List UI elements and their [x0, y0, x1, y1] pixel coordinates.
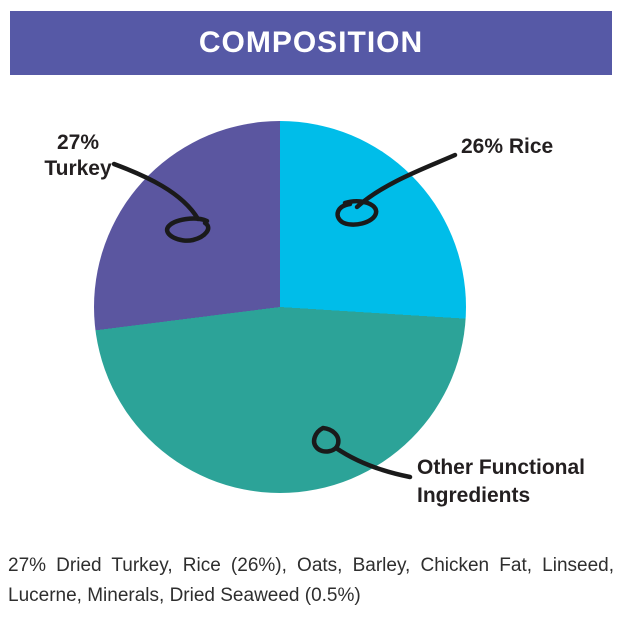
- ingredients-text: 27% Dried Turkey, Rice (26%), Oats, Barl…: [8, 551, 614, 611]
- other-callout-label: Other Functional Ingredients: [417, 454, 585, 510]
- turkey-name: Turkey: [44, 157, 112, 180]
- pie-chart: [94, 121, 466, 493]
- ingredients-line2: Lucerne, Minerals, Dried Seaweed (0.5%): [8, 585, 361, 606]
- ingredients-line1: 27% Dried Turkey, Rice (26%), Oats, Barl…: [8, 555, 614, 576]
- other-line2: Ingredients: [417, 484, 531, 507]
- turkey-callout-label: 27% Turkey: [32, 130, 124, 182]
- other-line1: Other Functional: [417, 456, 585, 479]
- banner-title: COMPOSITION: [198, 26, 424, 59]
- rice-percent-name: 26% Rice: [461, 135, 554, 158]
- composition-banner: COMPOSITION: [10, 11, 612, 75]
- turkey-percent: 27%: [56, 131, 100, 154]
- rice-callout-label: 26% Rice: [461, 134, 553, 160]
